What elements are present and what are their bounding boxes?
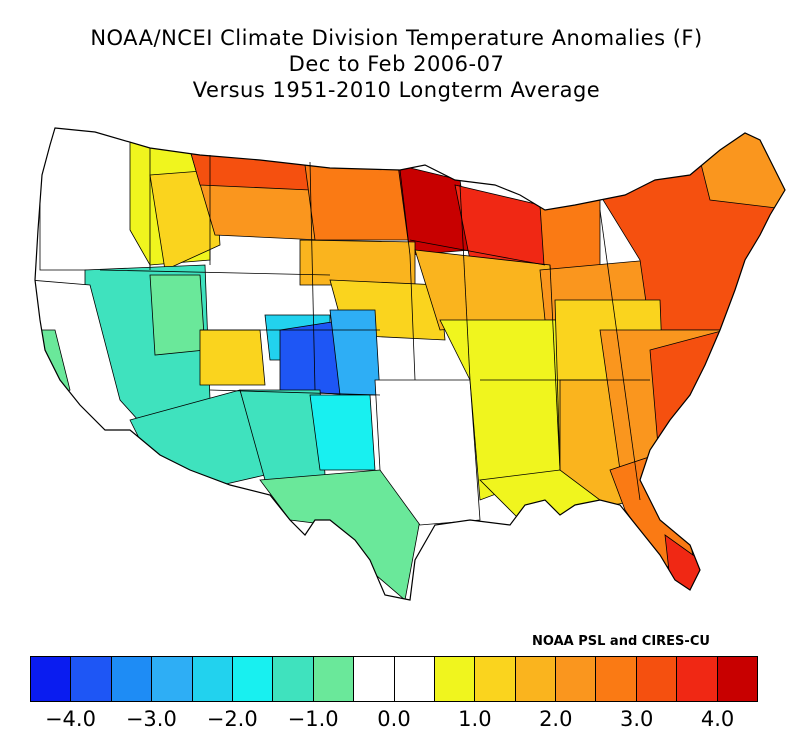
- legend-tick-label: −1.0: [287, 707, 339, 731]
- map-title-line-1: NOAA/NCEI Climate Division Temperature A…: [90, 26, 703, 50]
- legend-swatch-16: [636, 657, 678, 701]
- legend-swatch-18: [717, 657, 758, 701]
- legend-swatch-12: [475, 657, 516, 701]
- legend-swatch-1: [31, 657, 72, 701]
- legend-swatch-3: [111, 657, 153, 701]
- legend-swatch-5: [192, 657, 233, 701]
- color-legend-bar: [30, 656, 758, 702]
- us-outline: [34, 127, 786, 601]
- region-florida-south: [664, 534, 701, 600]
- legend-swatch-10: [394, 657, 435, 701]
- region-carolina-coast: [649, 329, 726, 471]
- state-borders: [99, 148, 650, 501]
- region-wisconsin: [454, 184, 546, 266]
- legend-tick-label: 3.0: [619, 707, 654, 731]
- map-title-line-2: Dec to Feb 2006-07: [288, 52, 505, 76]
- legend-tick-label: 0.0: [377, 707, 411, 731]
- legend-swatch-15: [596, 657, 637, 701]
- legend-tick-label: −3.0: [125, 707, 177, 731]
- legend-swatch-17: [677, 657, 718, 701]
- legend-swatch-2: [71, 657, 112, 701]
- legend-tick-label: 2.0: [539, 707, 573, 731]
- legend-tick-label: −4.0: [44, 707, 96, 731]
- legend-swatch-11: [434, 657, 476, 701]
- legend-swatch-7: [273, 657, 314, 701]
- region-utah-east: [199, 329, 266, 386]
- region-east-nevada: [149, 274, 206, 356]
- region-north-dakota: [304, 164, 411, 241]
- region-south-dakota: [299, 239, 416, 286]
- region-new-mexico-east: [309, 394, 376, 471]
- legend-swatch-13: [515, 657, 557, 701]
- legend-swatch-6: [232, 657, 274, 701]
- us-climate-division-map: [34, 127, 786, 601]
- region-wyoming-west: [149, 169, 221, 271]
- legend-tick-label: 4.0: [700, 707, 735, 731]
- legend-swatch-8: [313, 657, 355, 701]
- legend-swatch-9: [354, 657, 395, 701]
- legend-swatch-14: [556, 657, 597, 701]
- legend-tick-label: −2.0: [206, 707, 258, 731]
- credit-text: NOAA PSL and CIRES-CU: [532, 634, 710, 649]
- map-title-line-3: Versus 1951-2010 Longterm Average: [192, 78, 601, 102]
- legend-tick-label: 1.0: [458, 707, 492, 731]
- legend-swatch-4: [152, 657, 193, 701]
